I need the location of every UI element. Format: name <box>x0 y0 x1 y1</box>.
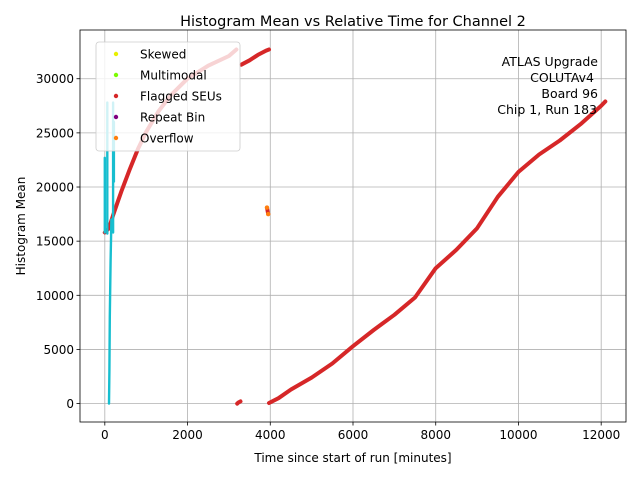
y-tick-label: 20000 <box>36 181 74 195</box>
legend-marker-repeat-bin <box>113 114 119 120</box>
x-axis-label: Time since start of run [minutes] <box>253 451 451 465</box>
x-tick-label: 2000 <box>172 428 203 442</box>
chart-title: Histogram Mean vs Relative Time for Chan… <box>180 14 526 30</box>
x-tick-label: 6000 <box>338 428 369 442</box>
x-tick-label: 0 <box>101 428 109 442</box>
flagged-seus-trace <box>239 47 271 67</box>
cyan-trace-segment <box>107 218 113 405</box>
overflow-point <box>264 205 270 210</box>
y-tick-label: 10000 <box>36 289 74 303</box>
annotation-line-2: COLUTAv4 <box>530 70 594 85</box>
legend-marker-overflow <box>113 135 119 141</box>
x-tick-label: 4000 <box>255 428 286 442</box>
legend: Skewed Multimodal Flagged SEUs Repeat Bin Ov… <box>95 41 241 152</box>
x-tick-label: 12000 <box>582 428 620 442</box>
x-tick-label: 10000 <box>499 428 537 442</box>
y-tick-label: 25000 <box>36 126 74 140</box>
y-tick-label: 0 <box>66 397 74 411</box>
run-annotation: ATLAS Upgrade COLUTAv4 Board 96 Chip 1, … <box>497 54 598 117</box>
legend-marker-flagged-seus <box>113 93 119 99</box>
y-axis-ticks: 0 5000 10000 15000 20000 25000 30000 <box>36 72 80 411</box>
legend-label: Skewed <box>140 48 186 62</box>
x-tick-label: 8000 <box>420 428 451 442</box>
legend-marker-skewed <box>113 51 119 57</box>
grid-lines <box>80 30 626 422</box>
flagged-seus-trace <box>235 399 243 406</box>
legend-label: Repeat Bin <box>140 111 205 125</box>
annotation-line-1: ATLAS Upgrade <box>502 54 599 69</box>
y-axis-label: Histogram Mean <box>14 177 28 276</box>
y-tick-label: 15000 <box>36 235 74 249</box>
legend-label: Multimodal <box>140 69 207 83</box>
legend-label: Overflow <box>140 132 194 146</box>
y-tick-label: 5000 <box>43 343 74 357</box>
legend-label: Flagged SEUs <box>140 90 222 104</box>
legend-box <box>95 41 241 152</box>
flagged-seus-trace <box>267 99 608 405</box>
annotation-line-4: Chip 1, Run 183 <box>497 102 597 117</box>
legend-marker-multimodal <box>113 72 119 78</box>
annotation-line-3: Board 96 <box>541 86 598 101</box>
y-tick-label: 30000 <box>36 72 74 86</box>
x-axis-ticks: 0 2000 4000 6000 8000 10000 12000 <box>101 422 620 442</box>
overflow-point <box>266 211 271 217</box>
